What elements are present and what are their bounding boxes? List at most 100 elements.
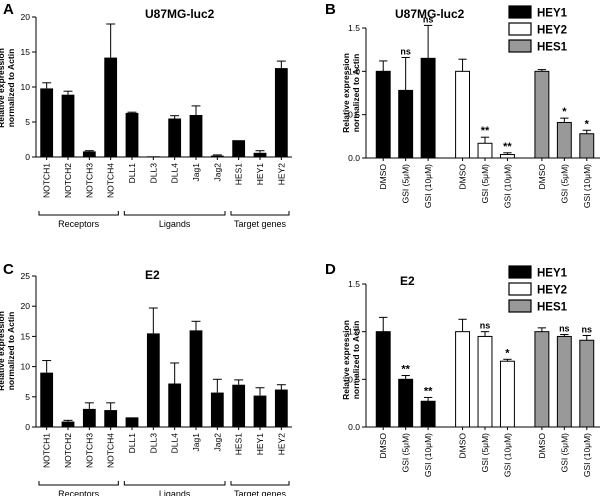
significance-label: * [562,106,567,118]
group-label: Target genes [234,219,287,229]
panel-letter: A [3,1,14,18]
y-tick-label: 15 [21,47,31,57]
y-axis-label-line: Relative expression [0,311,6,391]
x-tick-label: DMSO [458,164,468,190]
legend-label: HES1 [537,42,568,54]
x-tick-label: GSI (5μM) [480,433,490,473]
bar [534,331,550,428]
significance-label: ns [480,321,491,331]
legend-swatch [508,22,532,36]
y-tick-label: 20 [21,12,31,22]
bar [189,330,203,427]
legend-swatch [508,5,532,19]
legend-swatch [508,282,532,296]
y-axis-label-line: Relative expression [341,53,351,133]
bar [189,115,203,157]
significance-label: ** [503,141,512,153]
y-tick-label: 0.0 [348,422,360,432]
bar [125,112,139,157]
x-tick-label: DMSO [537,164,547,190]
legend-label: HEY2 [537,285,567,297]
significance-label: ** [401,364,410,376]
bar [398,378,414,428]
y-tick-label: 10 [21,82,31,92]
legend-label: HES1 [537,302,568,314]
x-tick-label: NOTCH2 [63,163,73,198]
legend-swatch [508,265,532,279]
bar [579,339,595,428]
chart-panel-C: 0 5 10 15 20 25 Relative expressionnormalized … [0,261,292,496]
group-label: Ligands [159,489,191,496]
x-tick-label: Jag1 [191,163,201,182]
bar [253,152,267,157]
y-tick-label: 1.0 [348,66,360,76]
bar [579,133,595,159]
bar [420,400,436,428]
x-tick-label: DLL4 [170,433,180,454]
legend-label: HEY1 [537,268,568,280]
x-tick-label: DMSO [458,433,468,459]
group-bracket [230,211,290,216]
bar [375,331,391,428]
bar [104,57,118,157]
significance-label: ns [582,324,593,334]
x-tick-label: HEY2 [276,433,286,455]
group-bracket [230,481,290,486]
y-axis-label-line: Relative expression [341,320,351,400]
bar [61,94,75,157]
bar [40,88,54,157]
bar [168,383,182,427]
panel-letter: B [325,1,336,18]
x-tick-label: GSI (5μM) [559,433,569,473]
bar [477,335,493,428]
bar [455,331,471,428]
bar [210,155,224,157]
significance-label: * [505,347,510,359]
significance-label: ns [423,14,434,24]
group-bracket [123,211,226,216]
x-tick-label: GSI (5μM) [480,164,490,204]
group-label: Ligands [159,219,191,229]
x-tick-label: DLL3 [148,433,158,454]
y-tick-label: 0.0 [348,153,360,163]
y-tick-label: 0 [25,152,30,162]
significance-label: ns [400,46,411,56]
x-tick-label: NOTCH3 [84,163,94,198]
x-tick-label: NOTCH2 [63,433,73,468]
group-label: Target genes [234,489,287,496]
bar [274,68,288,157]
bar [499,154,515,159]
x-tick-label: DLL1 [127,163,137,184]
significance-label: ns [559,324,570,334]
panel-letter: D [325,261,336,278]
y-tick-label: 1.5 [348,279,360,289]
bar [556,121,572,159]
y-axis-label-line: normalized to Actin [351,54,361,133]
x-tick-label: HEY1 [255,163,265,185]
bar [556,335,572,428]
x-tick-label: DMSO [378,433,388,459]
x-tick-label: DMSO [537,433,547,459]
bar [40,372,54,427]
chart-panel-A: 0 5 10 15 20 Relative expressionnormalized to… [0,1,292,229]
significance-label: * [585,118,590,130]
chart-panel-B: 0.0 0.5 1.0 1.5 Relative expressionnormalize… [325,1,600,208]
y-axis-label-line: normalized to Actin [6,312,16,391]
bar [61,421,75,427]
x-tick-label: GSI (10μM) [502,164,512,208]
y-axis-label: Relative expressionnormalized to Actin [0,311,16,391]
y-tick-label: 1.5 [348,23,360,33]
group-label: Receptors [58,219,100,229]
legend-swatch [508,39,532,53]
x-tick-label: NOTCH1 [42,163,52,198]
x-tick-label: Jag1 [191,433,201,452]
x-tick-label: GSI (10μM) [423,433,433,477]
x-tick-label: Jag2 [212,433,222,452]
y-axis-label-line: normalized to Actin [6,49,16,128]
group-bracket [38,211,119,216]
y-tick-label: 5 [25,392,30,402]
bar [455,70,471,159]
bar [82,408,96,427]
chart-title: U87MG-luc2 [145,7,215,21]
